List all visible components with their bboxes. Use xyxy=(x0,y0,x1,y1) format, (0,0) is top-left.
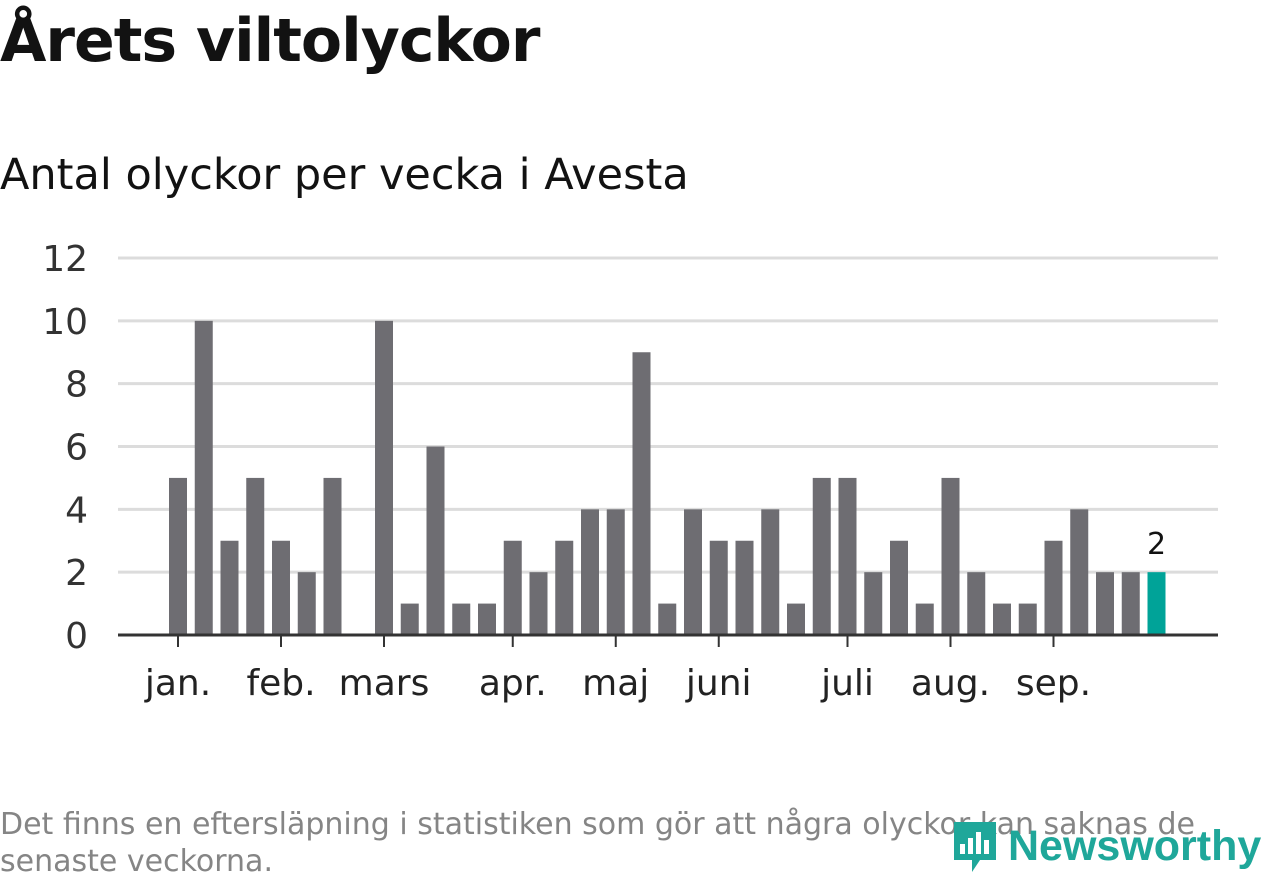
bar xyxy=(993,603,1011,635)
logo-text: Newsworthy xyxy=(1008,821,1262,870)
bar xyxy=(890,540,908,635)
bar xyxy=(941,477,960,635)
bar xyxy=(375,320,393,635)
bar xyxy=(684,509,702,635)
bar xyxy=(194,320,213,635)
y-tick-label: 2 xyxy=(65,553,88,594)
bar xyxy=(246,477,265,635)
bar-chart: 0 2 4 6 8 10 12 jan. feb. mars apr. maj juni juli aug… xyxy=(42,239,1218,704)
x-tick-label: jan. xyxy=(144,663,211,704)
bar xyxy=(864,572,883,635)
x-tick-label: sep. xyxy=(1016,663,1091,704)
bar xyxy=(452,603,471,635)
x-tick-label: feb. xyxy=(246,663,315,704)
y-tick-label: 6 xyxy=(65,428,88,469)
data-label: 2 xyxy=(1147,527,1166,562)
newsworthy-logo[interactable]: Newsworthy xyxy=(950,816,1261,876)
bar xyxy=(426,446,445,635)
bar xyxy=(967,572,986,635)
bar xyxy=(838,477,857,635)
y-tick-label: 0 xyxy=(65,616,88,657)
bar xyxy=(606,509,625,635)
bar xyxy=(555,540,574,635)
bar xyxy=(1044,540,1063,635)
bar xyxy=(787,603,805,635)
bar xyxy=(323,477,342,635)
x-tick-label: apr. xyxy=(479,663,547,704)
bar xyxy=(169,477,187,635)
bar xyxy=(297,572,316,635)
bar xyxy=(1018,603,1037,635)
bar xyxy=(1070,509,1089,635)
bar xyxy=(272,540,290,635)
bar xyxy=(735,540,754,635)
y-tick-labels: 0 2 4 6 8 10 12 xyxy=(42,239,88,657)
bar xyxy=(503,540,522,635)
bar xyxy=(632,352,651,635)
chart-subtitle: Antal olyckor per vecka i Avesta xyxy=(0,150,689,200)
chart-title: Årets viltolyckor xyxy=(0,6,540,76)
newsworthy-logo-icon xyxy=(954,822,996,872)
bar xyxy=(1096,572,1114,635)
bar xyxy=(709,540,728,635)
grid-lines xyxy=(118,256,1218,574)
bar xyxy=(1121,572,1140,635)
x-tick-label: aug. xyxy=(911,663,990,704)
bar xyxy=(581,509,599,635)
y-tick-label: 8 xyxy=(65,365,88,406)
bar xyxy=(529,572,548,635)
y-tick-label: 10 xyxy=(42,302,88,343)
bar-highlight xyxy=(1147,572,1166,635)
bar xyxy=(658,603,677,635)
bar xyxy=(915,603,934,635)
x-tick-labels: jan. feb. mars apr. maj juni juli aug. sep. xyxy=(144,635,1091,704)
bar xyxy=(761,509,780,635)
y-tick-label: 4 xyxy=(65,490,88,531)
bars xyxy=(169,320,1166,635)
bar xyxy=(400,603,419,635)
bar xyxy=(812,477,831,635)
bar xyxy=(478,603,496,635)
bar xyxy=(220,540,239,635)
x-tick-label: mars xyxy=(339,663,430,704)
data-labels: 2 xyxy=(1147,527,1166,562)
y-tick-label: 12 xyxy=(42,239,88,280)
x-tick-label: maj xyxy=(582,663,649,704)
x-tick-label: juli xyxy=(820,663,874,704)
x-tick-label: juni xyxy=(685,663,752,704)
